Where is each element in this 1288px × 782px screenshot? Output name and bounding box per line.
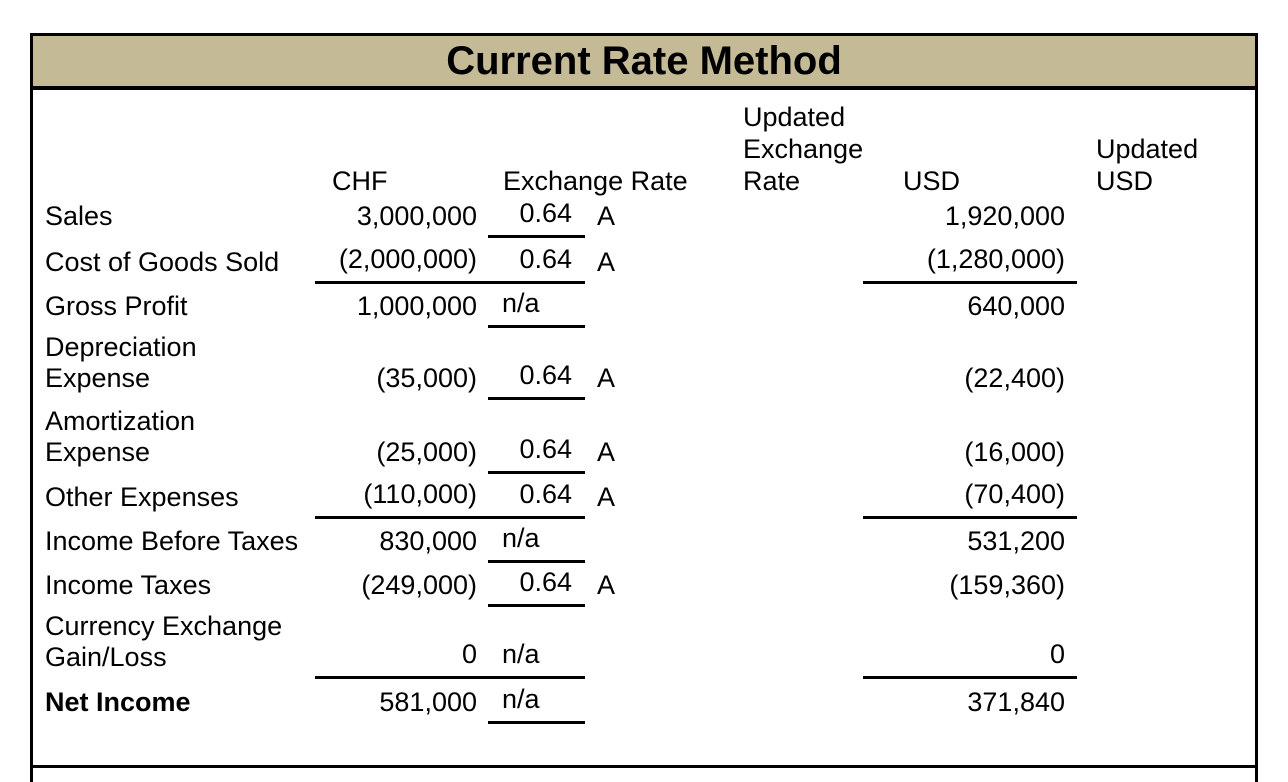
cell-usd: 640,000 — [967, 291, 1065, 321]
cell-exchange-rate: 0.64 — [488, 400, 585, 474]
cell-rate-marker: A — [597, 570, 616, 600]
cell-updated-rate — [615, 679, 863, 724]
cell-exchange-rate: n/a — [488, 519, 585, 563]
table-row-other-expenses: Other Expenses (110,000) 0.64 A (70,400) — [33, 474, 1255, 519]
cell-updated-usd — [1077, 474, 1255, 519]
table-row-cost-of-goods-sold: Cost of Goods Sold (2,000,000) 0.64 A (1… — [33, 238, 1255, 284]
row-label: Currency Exchange Gain/Loss — [45, 611, 283, 672]
cell-chf: (35,000) — [376, 363, 477, 393]
cell-rate-marker — [585, 607, 615, 679]
column-header-updated-exchange-rate: Updated Exchange Rate — [743, 102, 864, 196]
cell-updated-rate — [615, 400, 863, 474]
cell-exchange-rate: 0.64 — [488, 328, 585, 400]
table-title: Current Rate Method — [446, 38, 842, 83]
cell-updated-usd — [1077, 563, 1255, 607]
cell-rate-marker — [585, 284, 615, 328]
table-row-amortization-expense: Amortization Expense (25,000) 0.64 A (16… — [33, 400, 1255, 474]
table-row-net-income: Net Income 581,000 n/a 371,840 — [33, 679, 1255, 724]
cell-rate-marker: A — [597, 437, 616, 467]
table-title-bar: Current Rate Method — [33, 36, 1255, 90]
table-row-gross-profit: Gross Profit 1,000,000 n/a 640,000 — [33, 284, 1255, 328]
cell-chf: 1,000,000 — [356, 291, 477, 321]
cell-rate-marker: A — [597, 363, 616, 393]
cell-chf: (2,000,000) — [315, 238, 488, 284]
cell-exchange-rate: 0.64 — [488, 474, 585, 519]
cell-updated-rate — [615, 563, 863, 607]
cell-usd: (70,400) — [863, 474, 1077, 519]
column-header-updated-usd: Updated USD — [1096, 134, 1199, 196]
table-row-depreciation-expense: Depreciation Expense (35,000) 0.64 A (22… — [33, 328, 1255, 400]
row-label: Sales — [45, 201, 113, 231]
cell-usd: 531,200 — [967, 526, 1065, 556]
cell-usd: 371,840 — [967, 687, 1065, 717]
cell-updated-rate — [615, 474, 863, 519]
cell-exchange-rate: 0.64 — [488, 194, 585, 238]
cell-updated-usd — [1077, 400, 1255, 474]
cell-updated-rate — [615, 328, 863, 400]
row-label: Depreciation Expense — [45, 332, 197, 393]
cell-updated-rate — [615, 284, 863, 328]
row-label: Amortization Expense — [45, 406, 196, 467]
cell-updated-usd — [1077, 194, 1255, 238]
statement-table: Current Rate Method CHF Exchange Rate Up… — [30, 33, 1258, 768]
cell-exchange-rate: 0.64 — [488, 563, 585, 607]
cell-usd: (159,360) — [949, 570, 1065, 600]
cell-rate-marker — [585, 679, 615, 724]
row-label: Gross Profit — [45, 291, 188, 321]
cell-updated-usd — [1077, 284, 1255, 328]
cell-usd: 1,920,000 — [944, 201, 1065, 231]
cell-rate-marker: A — [597, 247, 616, 277]
cell-updated-rate — [615, 194, 863, 238]
row-label: Income Taxes — [45, 570, 212, 600]
cell-exchange-rate: n/a — [488, 679, 585, 724]
cell-updated-usd — [1077, 519, 1255, 563]
column-header-chf: CHF — [332, 166, 388, 196]
cell-rate-marker: A — [597, 201, 616, 231]
table-body: CHF Exchange Rate Updated Exchange Rate … — [33, 90, 1255, 765]
table-row-income-taxes: Income Taxes (249,000) 0.64 A (159,360) — [33, 563, 1255, 607]
cell-updated-usd — [1077, 238, 1255, 284]
row-label: Income Before Taxes — [45, 526, 299, 556]
table-row-sales: Sales 3,000,000 0.64 A 1,920,000 — [33, 194, 1255, 238]
cell-usd: (22,400) — [964, 363, 1065, 393]
cell-rate-marker: A — [597, 482, 616, 512]
cell-updated-usd — [1077, 328, 1255, 400]
cell-chf: 581,000 — [379, 687, 477, 717]
column-header-exchange-rate: Exchange Rate — [503, 166, 688, 196]
cell-updated-rate — [615, 607, 863, 679]
cell-chf: (25,000) — [376, 437, 477, 467]
table-row-currency-exchange-gain-loss: Currency Exchange Gain/Loss 0 n/a 0 — [33, 607, 1255, 679]
table-row-income-before-taxes: Income Before Taxes 830,000 n/a 531,200 — [33, 519, 1255, 563]
next-section-border — [30, 768, 1258, 782]
cell-rate-marker — [585, 519, 615, 563]
row-label: Net Income — [45, 687, 191, 717]
cell-chf: 3,000,000 — [356, 201, 477, 231]
row-label: Cost of Goods Sold — [45, 247, 280, 277]
cell-usd: (1,280,000) — [863, 238, 1077, 284]
row-label: Other Expenses — [45, 482, 239, 512]
cell-usd: (16,000) — [964, 437, 1065, 467]
cell-updated-usd — [1077, 679, 1255, 724]
cell-chf: 0 — [315, 607, 488, 679]
cell-updated-rate — [615, 519, 863, 563]
cell-exchange-rate: n/a — [488, 607, 585, 679]
cell-usd: 0 — [863, 607, 1077, 679]
table-rows: Sales 3,000,000 0.64 A 1,920,000 Cost of… — [33, 194, 1255, 724]
cell-updated-usd — [1077, 607, 1255, 679]
cell-exchange-rate: 0.64 — [488, 238, 585, 284]
cell-exchange-rate: n/a — [488, 284, 585, 328]
cell-chf: 830,000 — [379, 526, 477, 556]
cell-updated-rate — [615, 238, 863, 284]
column-header-usd: USD — [903, 166, 961, 196]
cell-chf: (110,000) — [315, 474, 488, 519]
cell-chf: (249,000) — [361, 570, 477, 600]
